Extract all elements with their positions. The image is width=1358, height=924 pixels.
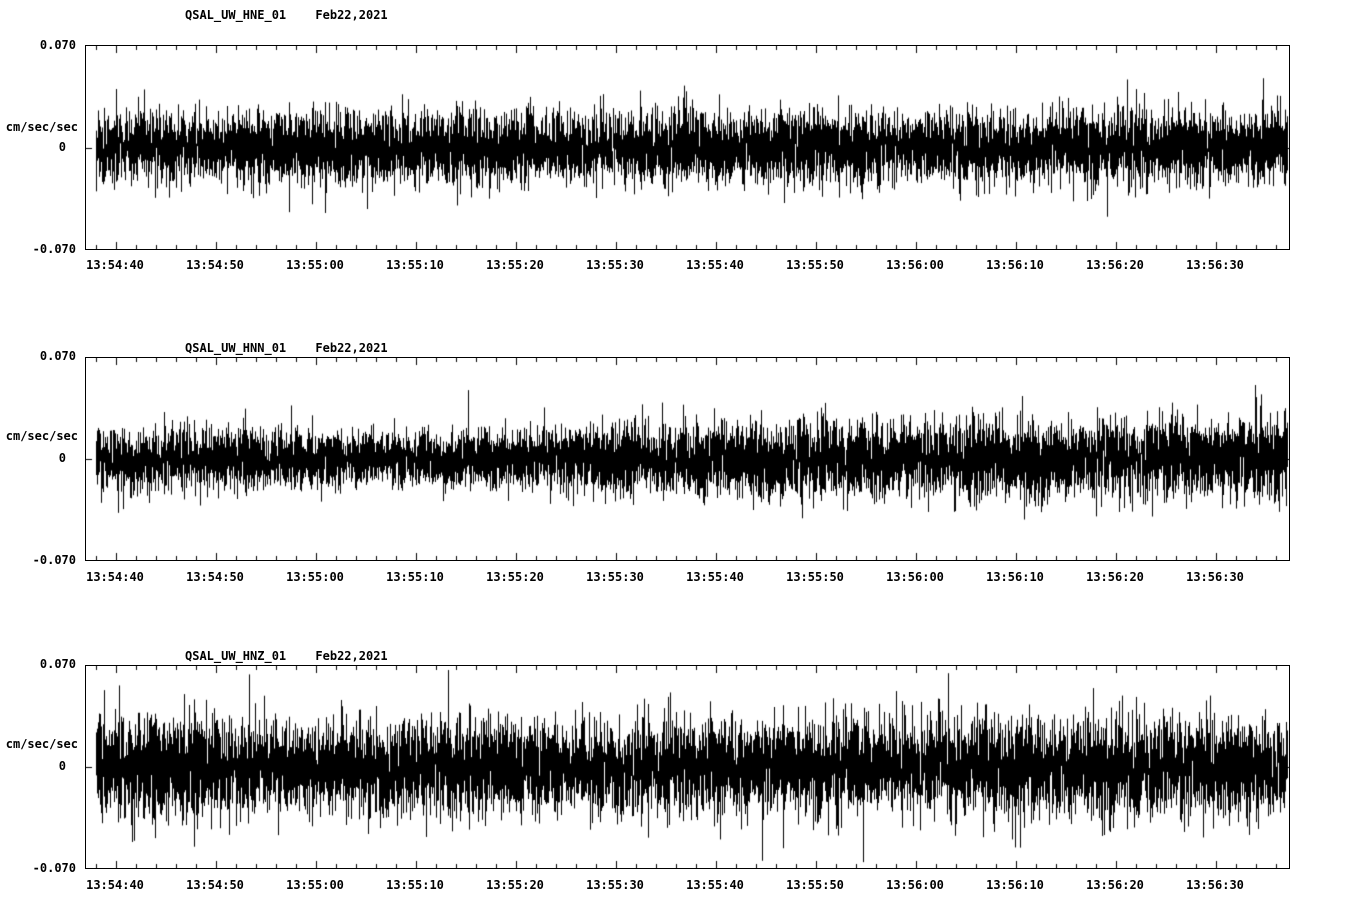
- panel-date: Feb22,2021: [315, 8, 388, 22]
- channel-title: QSAL_UW_HNE_01: [185, 8, 287, 22]
- x-tick-label: 13:56:00: [886, 570, 944, 584]
- waveform-canvas: [86, 666, 1289, 868]
- y-axis-units: cm/sec/sec: [5, 120, 78, 134]
- x-tick-labels: 13:54:40 13:54:50 13:55:00 13:55:10 13:55:20…: [85, 570, 1290, 586]
- x-tick-label: 13:56:00: [886, 878, 944, 892]
- x-tick-label: 13:55:50: [786, 258, 844, 272]
- panel-date: Feb22,2021: [315, 341, 388, 355]
- x-tick-label: 13:55:20: [486, 570, 544, 584]
- x-tick-label: 13:56:30: [1186, 878, 1244, 892]
- plot-frame: [85, 665, 1290, 869]
- y-min-label: -0.070: [32, 861, 76, 875]
- x-tick-label: 13:55:30: [586, 570, 644, 584]
- x-tick-label: 13:55:50: [786, 570, 844, 584]
- x-tick-labels: 13:54:40 13:54:50 13:55:00 13:55:10 13:55:20…: [85, 258, 1290, 274]
- x-tick-label: 13:55:40: [686, 570, 744, 584]
- x-tick-label: 13:55:30: [586, 878, 644, 892]
- y-zero-label: 0: [58, 451, 66, 465]
- y-max-label: 0.070: [39, 657, 76, 671]
- x-tick-label: 13:55:40: [686, 258, 744, 272]
- x-tick-label: 13:54:50: [186, 570, 244, 584]
- x-tick-label: 13:54:40: [86, 258, 144, 272]
- channel-title: QSAL_UW_HNN_01: [185, 341, 287, 355]
- plot-frame: [85, 357, 1290, 561]
- x-tick-label: 13:56:20: [1086, 570, 1144, 584]
- y-max-label: 0.070: [39, 349, 76, 363]
- panel-title-row: QSAL_UW_HNZ_01 Feb22,2021: [185, 649, 388, 663]
- x-tick-label: 13:56:20: [1086, 258, 1144, 272]
- x-tick-label: 13:55:20: [486, 258, 544, 272]
- x-tick-label: 13:55:30: [586, 258, 644, 272]
- x-tick-label: 13:55:50: [786, 878, 844, 892]
- x-tick-label: 13:54:40: [86, 570, 144, 584]
- x-tick-label: 13:54:50: [186, 258, 244, 272]
- channel-title: QSAL_UW_HNZ_01: [185, 649, 287, 663]
- seismogram-panel-hnn: QSAL_UW_HNN_01 Feb22,2021 0.070 cm/sec/s…: [0, 308, 1358, 616]
- x-tick-label: 13:55:00: [286, 878, 344, 892]
- y-zero-label: 0: [58, 140, 66, 154]
- y-max-label: 0.070: [39, 38, 76, 52]
- waveform-canvas: [86, 358, 1289, 560]
- x-tick-label: 13:55:00: [286, 570, 344, 584]
- x-tick-label: 13:56:10: [986, 878, 1044, 892]
- x-tick-label: 13:55:20: [486, 878, 544, 892]
- x-tick-label: 13:54:50: [186, 878, 244, 892]
- x-tick-label: 13:56:00: [886, 258, 944, 272]
- panel-title-row: QSAL_UW_HNN_01 Feb22,2021: [185, 341, 388, 355]
- x-tick-label: 13:55:00: [286, 258, 344, 272]
- x-tick-label: 13:55:40: [686, 878, 744, 892]
- x-tick-label: 13:55:10: [386, 570, 444, 584]
- x-tick-label: 13:55:10: [386, 878, 444, 892]
- y-zero-label: 0: [58, 759, 66, 773]
- x-tick-label: 13:55:10: [386, 258, 444, 272]
- panel-date: Feb22,2021: [315, 649, 388, 663]
- x-tick-label: 13:56:30: [1186, 258, 1244, 272]
- x-tick-label: 13:56:30: [1186, 570, 1244, 584]
- y-axis-units: cm/sec/sec: [5, 429, 78, 443]
- seismogram-panel-hne: QSAL_UW_HNE_01 Feb22,2021 0.070 cm/sec/s…: [0, 0, 1358, 308]
- y-min-label: -0.070: [32, 242, 76, 256]
- waveform-canvas: [86, 46, 1289, 249]
- y-min-label: -0.070: [32, 553, 76, 567]
- x-tick-label: 13:56:20: [1086, 878, 1144, 892]
- x-tick-labels: 13:54:40 13:54:50 13:55:00 13:55:10 13:55:20…: [85, 878, 1290, 894]
- seismogram-panel-hnz: QSAL_UW_HNZ_01 Feb22,2021 0.070 cm/sec/s…: [0, 616, 1358, 924]
- plot-frame: [85, 45, 1290, 250]
- x-tick-label: 13:54:40: [86, 878, 144, 892]
- panel-title-row: QSAL_UW_HNE_01 Feb22,2021: [185, 8, 388, 22]
- x-tick-label: 13:56:10: [986, 570, 1044, 584]
- x-tick-label: 13:56:10: [986, 258, 1044, 272]
- y-axis-units: cm/sec/sec: [5, 737, 78, 751]
